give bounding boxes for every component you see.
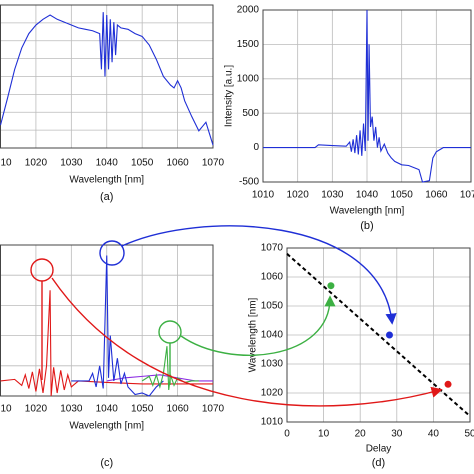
y-tick-label: 1050	[261, 301, 284, 312]
x-tick-label: 30	[391, 429, 403, 440]
plot-frame	[0, 244, 214, 397]
x-tick-label: 10	[318, 429, 330, 440]
y-tick-label: 1040	[261, 330, 284, 341]
data-point	[385, 331, 393, 339]
x-axis-label: Wavelength [nm]	[330, 206, 405, 217]
x-tick-label: 0	[284, 429, 290, 440]
x-tick-label: 1030	[321, 190, 344, 201]
arrow	[180, 295, 336, 356]
x-tick-label: 1010	[0, 158, 12, 169]
x-axis-label: Delay	[366, 444, 392, 455]
highlight-circle	[30, 258, 54, 282]
highlight-circle	[99, 240, 125, 266]
annotations	[30, 225, 443, 407]
y-tick-label: 1000	[237, 73, 260, 84]
y-tick-label: 2000	[237, 5, 260, 16]
data-point	[327, 282, 335, 290]
y-tick-label: 1060	[261, 272, 284, 283]
plot-frame	[286, 247, 471, 423]
x-tick-label: 1010	[252, 190, 275, 201]
spectrum-line	[263, 9, 471, 183]
x-tick-label: 1010	[0, 404, 12, 415]
x-tick-label: 1070	[202, 404, 225, 415]
spectrum-line	[0, 12, 214, 146]
y-tick-label: 500	[242, 108, 259, 119]
x-tick-label: 1070	[460, 190, 474, 201]
x-tick-label: 40	[428, 429, 440, 440]
y-tick-label: 1010	[261, 417, 284, 428]
x-tick-label: 1070	[202, 158, 225, 169]
caption: (b)	[360, 220, 373, 232]
x-tick-label: 1020	[287, 190, 310, 201]
y-tick-label: 1500	[237, 39, 260, 50]
x-tick-label: 1030	[60, 158, 83, 169]
caption: (d)	[372, 457, 385, 469]
arrow	[51, 277, 443, 407]
y-axis-label: Wavelength [nm]	[248, 297, 259, 372]
y-tick-label: 1020	[261, 388, 284, 399]
x-tick-label: 1020	[25, 404, 48, 415]
y-axis-label: Intensity [a.u.]	[224, 65, 235, 127]
x-tick-label: 1060	[166, 158, 189, 169]
plot-frame	[0, 4, 214, 149]
x-tick-label: 1050	[131, 404, 154, 415]
x-tick-label: 1060	[425, 190, 448, 201]
x-tick-label: 20	[355, 429, 367, 440]
arrow	[121, 225, 397, 325]
x-tick-label: 50	[464, 429, 474, 440]
caption: (c)	[100, 457, 113, 469]
x-axis-label: Wavelength [nm]	[69, 421, 144, 432]
x-axis-label: Wavelength [nm]	[69, 175, 144, 186]
x-tick-label: 1040	[96, 404, 119, 415]
data-point	[444, 380, 452, 388]
spectrum-line	[71, 255, 164, 397]
x-tick-label: 1050	[391, 190, 414, 201]
charts: 1010102010301040105010601070Wavelength […	[0, 4, 474, 469]
x-tick-label: 1020	[25, 158, 48, 169]
x-tick-label: 1060	[166, 404, 189, 415]
y-tick-label: 1030	[261, 359, 284, 370]
x-tick-label: 1040	[96, 158, 119, 169]
caption: (a)	[100, 191, 113, 203]
x-tick-label: 1050	[131, 158, 154, 169]
x-tick-label: 1040	[356, 190, 379, 201]
y-tick-label: 0	[253, 142, 259, 153]
y-tick-label: 1070	[261, 243, 284, 254]
y-tick-label: -500	[239, 177, 259, 188]
x-tick-label: 1030	[60, 404, 83, 415]
